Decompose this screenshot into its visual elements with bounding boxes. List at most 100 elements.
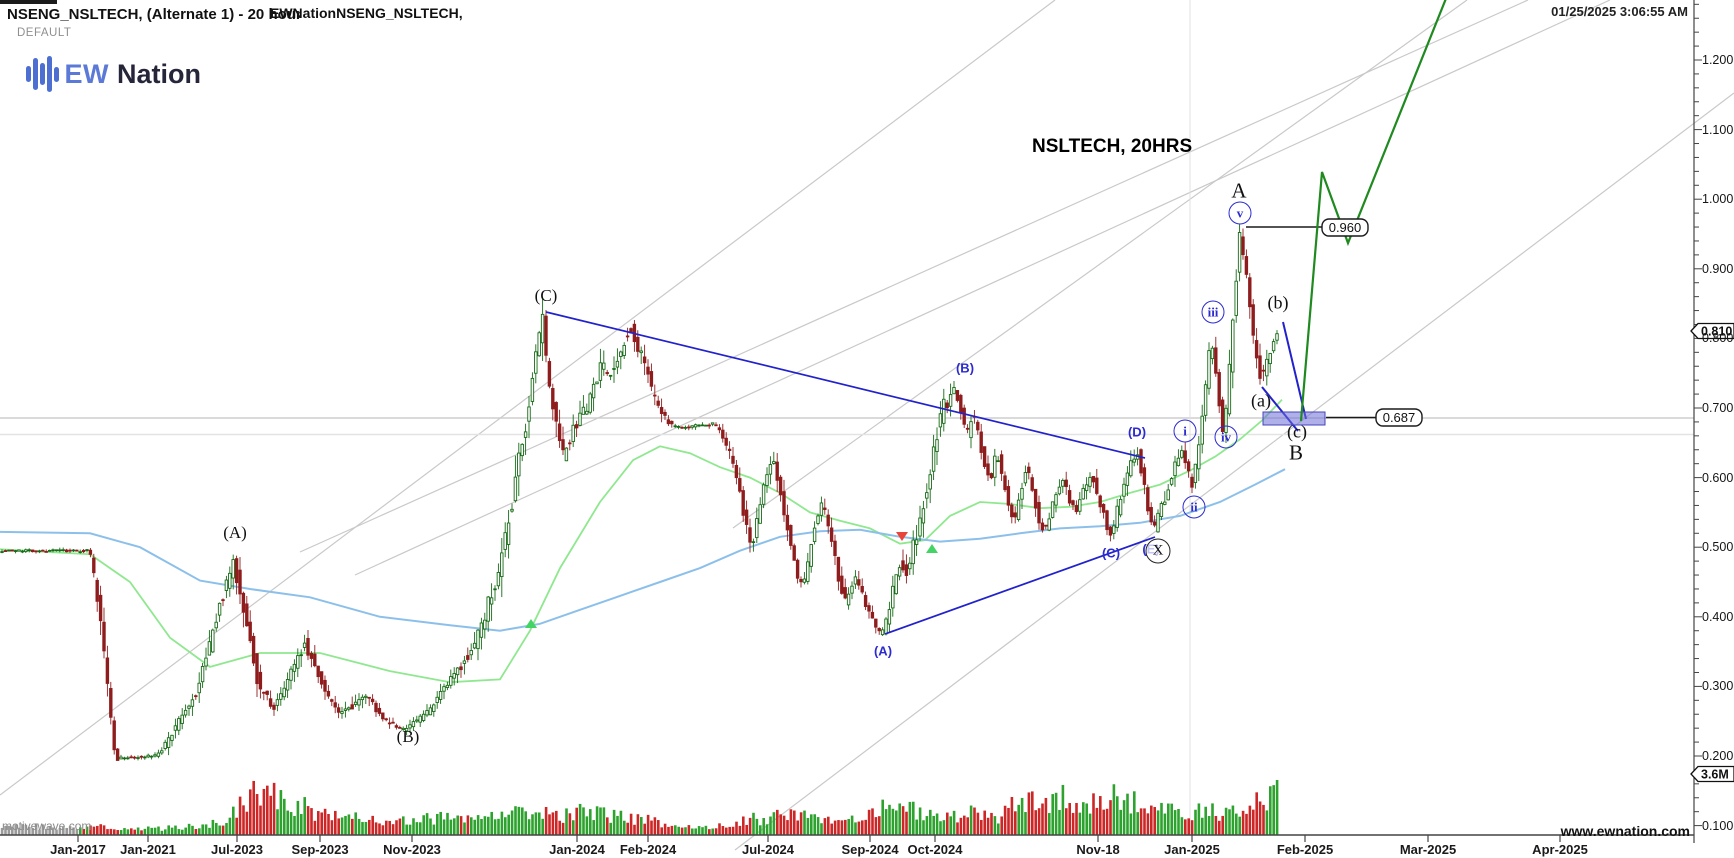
volume-bar bbox=[629, 813, 633, 835]
candle-body bbox=[523, 431, 528, 438]
volume-bar bbox=[147, 826, 150, 835]
candle-body bbox=[503, 532, 507, 550]
volume-bar bbox=[225, 823, 228, 835]
volume-bar bbox=[925, 816, 929, 835]
ew-nation-logo: EW Nation bbox=[26, 56, 201, 92]
wave-label-triangle-b[interactable]: (B) bbox=[955, 360, 975, 376]
candle-body bbox=[897, 567, 902, 577]
volume-bar bbox=[385, 820, 388, 835]
volume-bar bbox=[1177, 809, 1180, 835]
volume-bar bbox=[238, 796, 242, 835]
volume-bar bbox=[337, 818, 340, 835]
wave-trendline bbox=[884, 536, 1156, 635]
volume-bar bbox=[884, 809, 888, 835]
candle-body bbox=[81, 549, 86, 553]
volume-bar bbox=[1143, 808, 1146, 835]
candle-body bbox=[1176, 457, 1181, 467]
wave-label-a[interactable]: (A) bbox=[223, 523, 247, 542]
candle-body bbox=[612, 367, 616, 370]
volume-bar bbox=[626, 822, 629, 835]
candle-body bbox=[13, 550, 18, 552]
volume-bar bbox=[293, 815, 296, 835]
volume-bar bbox=[357, 818, 361, 835]
wave-label-a[interactable]: (a) bbox=[1251, 390, 1271, 411]
candle-body bbox=[1210, 347, 1215, 360]
wave-label-b[interactable]: B bbox=[1288, 440, 1304, 465]
candle-body bbox=[1016, 499, 1021, 520]
volume-bar bbox=[1133, 791, 1136, 835]
logo-text-nation: Nation bbox=[117, 58, 201, 89]
candle-body bbox=[0, 551, 4, 553]
volume-bar bbox=[0, 827, 4, 835]
wave-label-c[interactable]: (c) bbox=[1287, 421, 1307, 442]
volume-bar bbox=[136, 827, 140, 835]
symbol-title[interactable]: NSENG_NSLTECH, (Alternate 1) - 20 hour bbox=[7, 6, 302, 23]
wave-label-a[interactable]: A bbox=[1231, 178, 1247, 203]
overlay-study-title[interactable]: EWNationNSENG_NSLTECH, bbox=[270, 5, 463, 21]
candle-body bbox=[418, 715, 422, 723]
volume-bar bbox=[742, 816, 745, 835]
volume-bar bbox=[1160, 802, 1163, 835]
volume-bar bbox=[330, 820, 334, 835]
candle-body bbox=[367, 696, 371, 699]
candle-body bbox=[377, 707, 382, 714]
candle-body bbox=[156, 752, 161, 757]
wave-label-circled-iii[interactable]: iii bbox=[1201, 300, 1225, 324]
volume-bar bbox=[167, 825, 170, 835]
candle-body bbox=[425, 710, 429, 716]
wave-label-circled-ii[interactable]: ii bbox=[1182, 495, 1206, 519]
candle-body bbox=[357, 699, 361, 706]
volume-bar bbox=[980, 819, 983, 835]
candle-body bbox=[772, 461, 776, 464]
candle-body bbox=[452, 673, 456, 679]
wave-label-triangle-a[interactable]: (A) bbox=[873, 643, 893, 659]
volume-bar bbox=[1272, 785, 1275, 835]
wave-label-circled-i[interactable]: i bbox=[1173, 419, 1197, 443]
candle-body bbox=[1003, 475, 1007, 491]
wave-label-b[interactable]: (b) bbox=[1267, 292, 1289, 313]
study-default-label[interactable]: DEFAULT bbox=[17, 27, 72, 39]
volume-bar bbox=[14, 824, 17, 835]
candle-body bbox=[622, 344, 626, 356]
wave-label-circled-x[interactable]: X bbox=[1145, 538, 1171, 564]
wave-label-b[interactable]: (B) bbox=[396, 727, 420, 746]
volume-bar bbox=[300, 814, 303, 835]
wave-label-circled-v[interactable]: v bbox=[1228, 201, 1252, 225]
candle-body bbox=[1152, 521, 1157, 526]
wave-label-triangle-c[interactable]: (C) bbox=[1101, 545, 1121, 561]
candle-body bbox=[1067, 490, 1072, 504]
volume-bar bbox=[619, 810, 623, 835]
volume-bar bbox=[861, 820, 864, 835]
candle-body bbox=[1244, 256, 1249, 275]
candle-body bbox=[653, 394, 657, 397]
volume-bar bbox=[1041, 803, 1044, 835]
volume-bar bbox=[1027, 792, 1031, 835]
volume-bar bbox=[881, 799, 884, 835]
target-zone bbox=[1262, 411, 1326, 426]
wave-label-c[interactable]: (C) bbox=[534, 286, 558, 305]
volume-bar bbox=[568, 813, 572, 835]
candle-body bbox=[3, 550, 8, 552]
candle-body bbox=[472, 642, 477, 649]
volume-bar bbox=[769, 816, 772, 835]
candle-body bbox=[666, 419, 671, 425]
price-target-tag bbox=[1321, 218, 1369, 237]
candle-body bbox=[1033, 488, 1038, 509]
wave-label-triangle-d[interactable]: (D) bbox=[1127, 424, 1147, 440]
volume-bar bbox=[1109, 800, 1112, 835]
candle-body bbox=[945, 402, 949, 409]
wave-label-circled-iv[interactable]: iv bbox=[1214, 425, 1238, 449]
volume-bar bbox=[72, 827, 75, 835]
candle-body bbox=[755, 518, 759, 539]
candle-body bbox=[479, 622, 484, 638]
volume-bar bbox=[1146, 813, 1150, 835]
candle-body bbox=[275, 699, 280, 706]
volume-bar bbox=[402, 816, 405, 835]
volume-bar bbox=[1207, 816, 1211, 835]
candle-body bbox=[1149, 507, 1153, 523]
volume-bar bbox=[531, 814, 534, 835]
candle-body bbox=[554, 402, 558, 422]
motivewave-watermark: motivewave.com bbox=[2, 819, 92, 833]
candle-body bbox=[17, 549, 21, 552]
